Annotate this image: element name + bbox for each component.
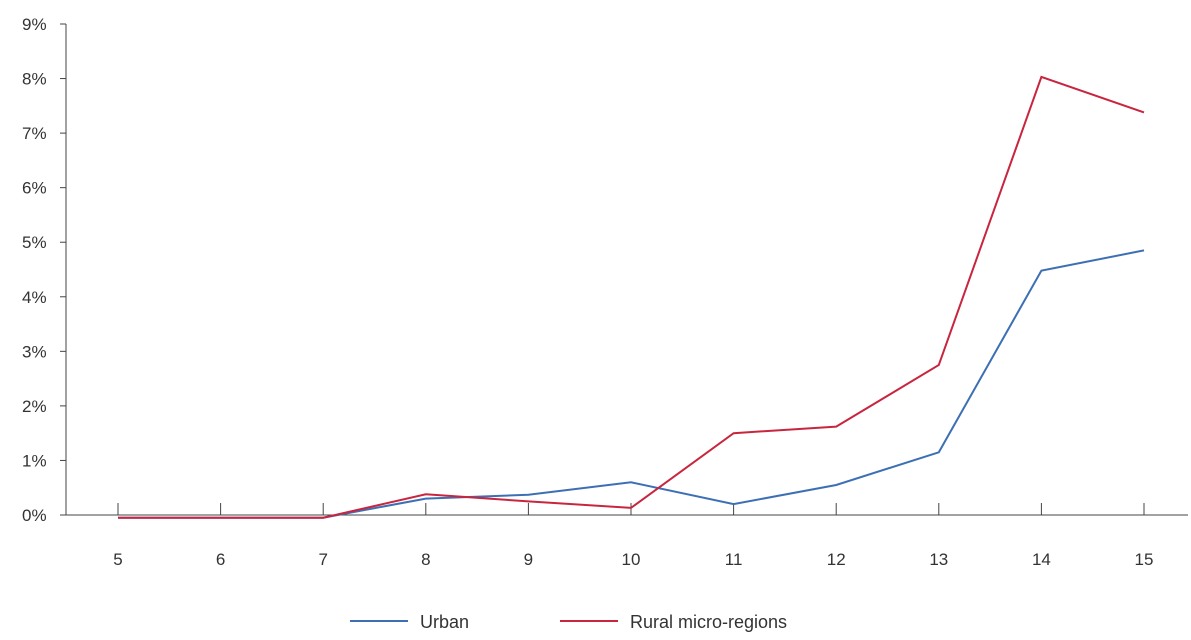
x-tick-label: 5	[113, 550, 122, 569]
y-tick-label: 4%	[22, 288, 47, 307]
x-tick-label: 12	[827, 550, 846, 569]
y-axis: 0% 1% 2% 3% 4% 5% 6% 7% 8% 9%	[22, 15, 67, 525]
legend: Urban Rural micro-regions	[350, 612, 787, 632]
y-tick-label: 8%	[22, 70, 47, 89]
series-line-rural-micro-regions	[118, 75, 1145, 519]
legend-label-urban: Urban	[420, 612, 469, 632]
x-tick-label: 10	[622, 550, 641, 569]
y-tick-label: 2%	[22, 397, 47, 416]
x-tick-label: 11	[725, 550, 743, 569]
x-tick-label: 13	[929, 550, 948, 569]
y-tick-label: 6%	[22, 179, 47, 198]
y-tick-label: 0%	[22, 506, 47, 525]
series-layer	[118, 75, 1145, 519]
x-axis: 5 6 7 8 9 10 11 12 13 14 15	[66, 503, 1188, 569]
y-tick-label: 9%	[22, 15, 47, 34]
legend-label-rural-micro-regions: Rural micro-regions	[630, 612, 787, 632]
x-tick-label: 6	[216, 550, 225, 569]
y-tick-label: 1%	[22, 451, 47, 470]
y-tick-label: 5%	[22, 233, 47, 252]
y-tick-label: 7%	[22, 124, 47, 143]
y-tick-label: 3%	[22, 342, 47, 361]
x-tick-label: 8	[421, 550, 430, 569]
x-tick-label: 14	[1032, 550, 1051, 569]
series-line-urban	[118, 249, 1145, 519]
x-tick-label: 9	[524, 550, 533, 569]
x-tick-label: 15	[1135, 550, 1154, 569]
x-tick-label: 7	[318, 550, 327, 569]
